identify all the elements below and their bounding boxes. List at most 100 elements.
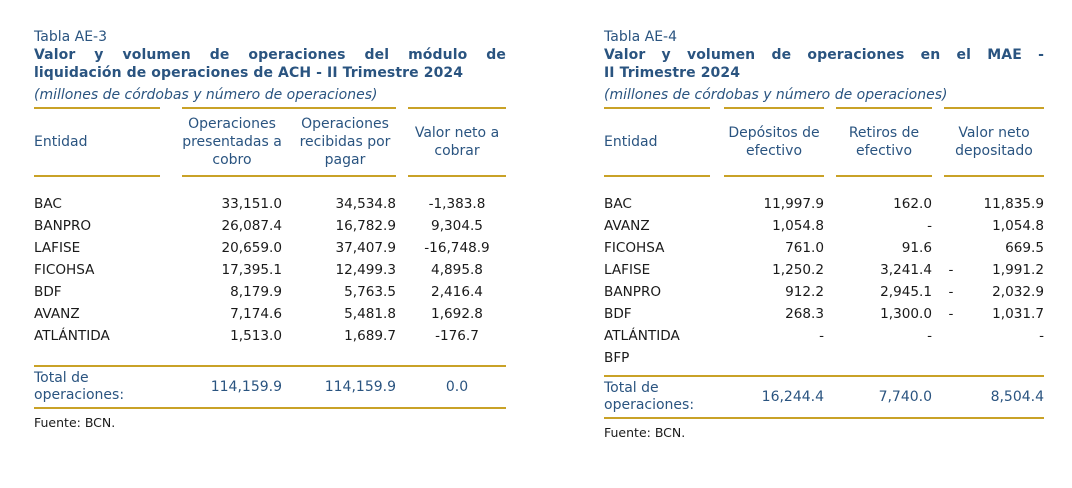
cell-valor-neto: -	[1039, 328, 1044, 344]
cell-recibidas: 5,763.5	[344, 284, 396, 300]
header-valor-neto: Valor neto a cobrar	[408, 107, 506, 177]
table-row: BAC 33,151.0 34,534.8 -1,383.8	[34, 193, 506, 215]
header-recibidas: Operaciones recibidas por pagar	[294, 107, 396, 177]
total-valor-neto: 8,504.4	[958, 375, 1044, 419]
table-row: FICOHSA 761.0 91.6 669.5	[604, 237, 1044, 259]
cell-sign: -	[948, 284, 954, 300]
cell-valor-neto: -176.7	[435, 328, 479, 344]
table-row: ATLÁNTIDA 1,513.0 1,689.7 -176.7	[34, 325, 506, 347]
cell-retiros: 91.6	[901, 240, 932, 256]
table-row: BFP	[604, 347, 1044, 369]
table-row: BDF 8,179.9 5,763.5 2,416.4	[34, 281, 506, 303]
cell-valor-neto: 4,895.8	[431, 262, 483, 278]
cell-sign	[944, 237, 958, 259]
cell-valor-neto: 1,054.8	[992, 218, 1044, 234]
cell-entidad: BDF	[604, 306, 632, 322]
cell-retiros: -	[927, 328, 932, 344]
header-presentadas: Operaciones presentadas a cobro	[182, 107, 282, 177]
cell-entidad: BANPRO	[604, 284, 662, 300]
cell-valor-neto	[958, 347, 1044, 369]
table-row: BANPRO 26,087.4 16,782.9 9,304.5	[34, 215, 506, 237]
table-source: Fuente: BCN.	[34, 415, 116, 430]
cell-depositos	[724, 347, 824, 369]
cell-entidad: LAFISE	[34, 240, 81, 256]
table-row: AVANZ 1,054.8 - 1,054.8	[604, 215, 1044, 237]
total-valor-neto: 0.0	[408, 365, 506, 409]
total-row: Total de operaciones: 114,159.9 114,159.…	[34, 365, 506, 409]
cell-depositos: 912.2	[785, 284, 824, 300]
table-row: BAC 11,997.9 162.0 11,835.9	[604, 193, 1044, 215]
title-line-2: liquidación de operaciones de ACH - II T…	[34, 65, 464, 81]
cell-recibidas: 1,689.7	[344, 328, 396, 344]
cell-entidad: AVANZ	[34, 306, 80, 322]
total-depositos: 16,244.4	[724, 375, 824, 419]
cell-valor-neto: 9,304.5	[431, 218, 483, 234]
cell-valor-neto: 1,031.7	[992, 306, 1044, 322]
cell-retiros: 2,945.1	[880, 284, 932, 300]
table-units: (millones de córdobas y número de operac…	[604, 87, 948, 103]
table-ae3-panel: Tabla AE-3 Valor y volumen de operacione…	[34, 28, 506, 430]
cell-sign	[944, 325, 958, 347]
cell-recibidas: 34,534.8	[335, 196, 396, 212]
cell-presentadas: 8,179.9	[230, 284, 282, 300]
cell-retiros: -	[927, 218, 932, 234]
header-retiros: Retiros de efectivo	[836, 107, 932, 177]
total-presentadas: 114,159.9	[182, 365, 282, 409]
ach-table: Entidad Operaciones presentadas a cobro …	[34, 107, 506, 409]
cell-presentadas: 7,174.6	[230, 306, 282, 322]
cell-sign: -	[948, 306, 954, 322]
cell-recibidas: 37,407.9	[335, 240, 396, 256]
total-retiros: 7,740.0	[836, 375, 932, 419]
table-header-row: Entidad Depósitos de efectivo Retiros de…	[604, 107, 1044, 177]
cell-retiros: 162.0	[893, 196, 932, 212]
cell-sign	[944, 215, 958, 237]
cell-valor-neto: 2,032.9	[992, 284, 1044, 300]
cell-depositos: -	[819, 328, 824, 344]
table-row: FICOHSA 17,395.1 12,499.3 4,895.8	[34, 259, 506, 281]
table-title: Valor y volumen de operaciones del módul…	[34, 46, 506, 82]
cell-valor-neto: 1,991.2	[992, 262, 1044, 278]
total-recibidas: 114,159.9	[294, 365, 396, 409]
cell-sign	[944, 193, 958, 215]
total-label: Total de operaciones:	[604, 375, 710, 419]
cell-retiros: 3,241.4	[880, 262, 932, 278]
header-depositos: Depósitos de efectivo	[724, 107, 824, 177]
title-line-1: Valor y volumen de operaciones del módul…	[34, 47, 506, 63]
table-source: Fuente: BCN.	[604, 425, 686, 440]
cell-depositos: 1,250.2	[772, 262, 824, 278]
table-header-row: Entidad Operaciones presentadas a cobro …	[34, 107, 506, 177]
cell-entidad: BFP	[604, 350, 630, 366]
cell-entidad: FICOHSA	[604, 240, 665, 256]
table-row: LAFISE 1,250.2 3,241.4- 1,991.2	[604, 259, 1044, 281]
cell-valor-neto: -16,748.9	[424, 240, 490, 256]
cell-recibidas: 5,481.8	[344, 306, 396, 322]
cell-presentadas: 1,513.0	[230, 328, 282, 344]
cell-depositos: 761.0	[785, 240, 824, 256]
table-title: Valor y volumen de operaciones en el MAE…	[604, 46, 1044, 82]
cell-entidad: ATLÁNTIDA	[604, 328, 680, 344]
table-units: (millones de córdobas y número de operac…	[34, 87, 378, 103]
header-entidad: Entidad	[34, 107, 160, 177]
cell-presentadas: 17,395.1	[221, 262, 282, 278]
cell-entidad: AVANZ	[604, 218, 650, 234]
cell-entidad: BAC	[34, 196, 62, 212]
cell-recibidas: 16,782.9	[335, 218, 396, 234]
cell-valor-neto: 2,416.4	[431, 284, 483, 300]
cell-depositos: 268.3	[785, 306, 824, 322]
cell-valor-neto: 669.5	[1005, 240, 1044, 256]
table-row: ATLÁNTIDA - - -	[604, 325, 1044, 347]
title-line-1: Valor y volumen de operaciones en el MAE…	[604, 47, 1044, 63]
total-label: Total de operaciones:	[34, 365, 160, 409]
table-body: BAC 33,151.0 34,534.8 -1,383.8 BANPRO 26,087.…	[34, 193, 506, 347]
cell-entidad: BAC	[604, 196, 632, 212]
cell-presentadas: 26,087.4	[221, 218, 282, 234]
cell-presentadas: 33,151.0	[221, 196, 282, 212]
table-body: BAC 11,997.9 162.0 11,835.9 AVANZ 1,054.8 - 1,0…	[604, 193, 1044, 369]
cell-valor-neto: 11,835.9	[983, 196, 1044, 212]
table-row: AVANZ 7,174.6 5,481.8 1,692.8	[34, 303, 506, 325]
table-caption: Tabla AE-4	[604, 29, 678, 45]
cell-valor-neto: -1,383.8	[428, 196, 486, 212]
cell-retiros	[836, 347, 932, 369]
cell-entidad: LAFISE	[604, 262, 651, 278]
title-line-2: II Trimestre 2024	[604, 65, 741, 81]
